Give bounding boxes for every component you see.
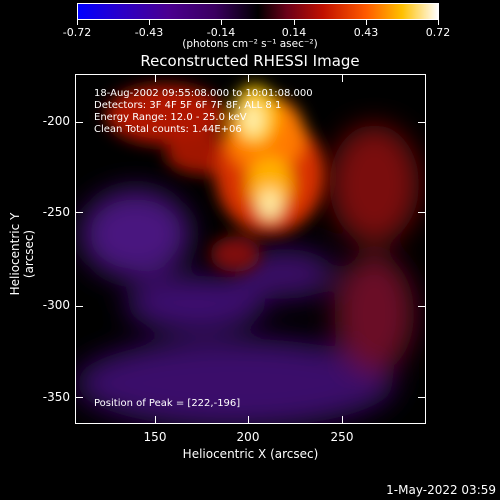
colorbar-tick: [366, 20, 367, 25]
y-tick-label: -350: [42, 390, 70, 404]
x-tick-label: 150: [143, 430, 167, 444]
y-tick-label: -200: [42, 114, 70, 128]
colorbar-tick: [294, 20, 295, 25]
colorbar: [77, 3, 439, 20]
timestamp: 1-May-2022 03:59: [386, 483, 496, 497]
y-tick: [418, 306, 426, 307]
x-tick: [342, 74, 343, 82]
colorbar-tick-label: -0.14: [206, 26, 236, 39]
info-energy-range: Energy Range: 12.0 - 25.0 keV: [94, 112, 247, 123]
x-tick-label: 250: [330, 430, 354, 444]
colorbar-tick: [221, 20, 222, 25]
colorbar-tick-label: 0.43: [353, 26, 379, 39]
y-tick: [418, 122, 426, 123]
y-tick-label: -250: [42, 205, 70, 219]
y-tick-label: -300: [42, 298, 70, 312]
colorbar-gradient: [77, 3, 439, 20]
x-tick: [155, 74, 156, 82]
y-tick: [418, 212, 426, 213]
y-tick: [418, 397, 426, 398]
y-tick: [75, 397, 83, 398]
colorbar-tick-label: 0.72: [425, 26, 451, 39]
colorbar-unit: (photons cm⁻² s⁻¹ asec⁻²): [182, 38, 318, 50]
info-detectors: Detectors: 3F 4F 5F 6F 7F 8F, ALL 8 1: [94, 100, 282, 111]
solar-image: [76, 75, 425, 423]
colorbar-tick: [77, 20, 78, 25]
x-tick-label: 200: [236, 430, 260, 444]
colorbar-tick-label: 0.14: [281, 26, 307, 39]
y-tick: [75, 306, 83, 307]
colorbar-tick-label: -0.43: [134, 26, 164, 39]
y-tick: [75, 212, 83, 213]
x-tick: [155, 416, 156, 424]
colorbar-tick: [438, 20, 439, 25]
colorbar-tick: [149, 20, 150, 25]
plot-title: Reconstructed RHESSI Image: [140, 52, 360, 70]
x-tick: [342, 416, 343, 424]
y-axis-label: Heliocentric Y (arcsec): [8, 212, 36, 296]
y-tick: [75, 122, 83, 123]
info-time-range: 18-Aug-2002 09:55:08.000 to 10:01:08.000: [94, 88, 313, 99]
image-plot: [75, 74, 426, 424]
colorbar-tick-label: -0.72: [62, 26, 92, 39]
info-peak-position: Position of Peak = [222,-196]: [94, 398, 241, 409]
x-tick: [248, 416, 249, 424]
info-clean-counts: Clean Total counts: 1.44E+06: [94, 124, 242, 135]
x-axis-label: Heliocentric X (arcsec): [182, 447, 319, 461]
x-tick: [248, 74, 249, 82]
